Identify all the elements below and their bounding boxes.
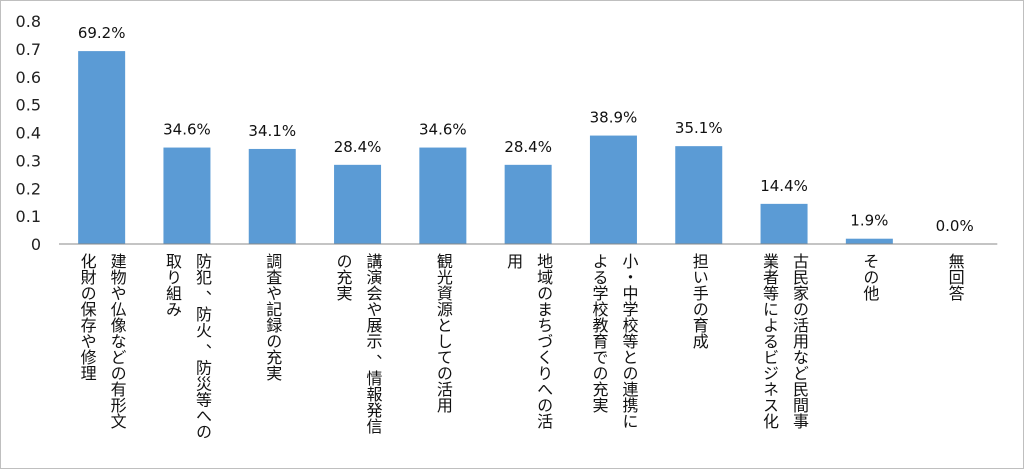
- data-label: 35.1%: [675, 119, 723, 137]
- x-category-label: 地域のまちづくりへの活 用: [504, 253, 554, 429]
- data-label: 28.4%: [504, 138, 552, 156]
- x-category-label: 担い手の育成: [689, 253, 709, 349]
- bar: [334, 164, 382, 244]
- bar: [504, 164, 552, 244]
- y-tick-label: 0.1: [16, 207, 41, 226]
- bar: [78, 51, 126, 245]
- bar: [845, 238, 893, 244]
- x-category-label: 建物や仏像などの有形文 化財の保存や修理: [77, 253, 127, 429]
- bar: [589, 135, 637, 244]
- x-category-label: 無回答: [945, 253, 965, 301]
- x-category-label: 観光資源としての活用: [433, 253, 453, 413]
- x-category-label: 調査や記録の充実: [263, 253, 283, 381]
- y-tick-label: 0.2: [16, 179, 41, 198]
- data-label: 38.9%: [590, 109, 638, 127]
- x-category-label: 古民家の活用など民間事 業者等によるビジネス化: [760, 253, 810, 429]
- y-axis-ticks: 0 0.1 0.2 0.3 0.4 0.5 0.6 0.7 0.8: [16, 12, 41, 254]
- y-tick-label: 0.3: [16, 151, 41, 170]
- data-label: 34.1%: [248, 122, 296, 140]
- bar: [675, 146, 723, 244]
- x-category-label: 小・中学校等との連携に よる学校教育での充実: [589, 253, 639, 429]
- data-label: 0.0%: [936, 217, 974, 235]
- x-category-label: 防犯 、防火 、防災等への 取り組み: [162, 253, 212, 440]
- data-label: 1.9%: [850, 212, 888, 230]
- data-label: 69.2%: [78, 24, 126, 42]
- bars: [78, 51, 893, 245]
- x-category-label: 講演会や展示 、情報発信 の充実: [333, 253, 383, 435]
- data-label: 34.6%: [163, 121, 211, 139]
- bar: [248, 148, 296, 244]
- x-category-label: その他: [860, 253, 880, 301]
- y-tick-label: 0.4: [16, 124, 41, 143]
- y-tick-label: 0.5: [16, 96, 41, 115]
- data-labels: 69.2% 34.6% 34.1% 28.4% 34.6% 28.4% 38.9% 35.1%…: [78, 24, 974, 235]
- bar: [163, 147, 211, 244]
- bar: [419, 147, 467, 244]
- data-label: 34.6%: [419, 121, 467, 139]
- y-tick-label: 0.6: [16, 68, 41, 87]
- data-label: 28.4%: [334, 138, 382, 156]
- y-tick-label: 0: [31, 235, 41, 254]
- y-tick-label: 0.8: [16, 12, 41, 31]
- y-tick-label: 0.7: [16, 40, 41, 59]
- data-label: 14.4%: [760, 177, 808, 195]
- bar: [760, 203, 808, 244]
